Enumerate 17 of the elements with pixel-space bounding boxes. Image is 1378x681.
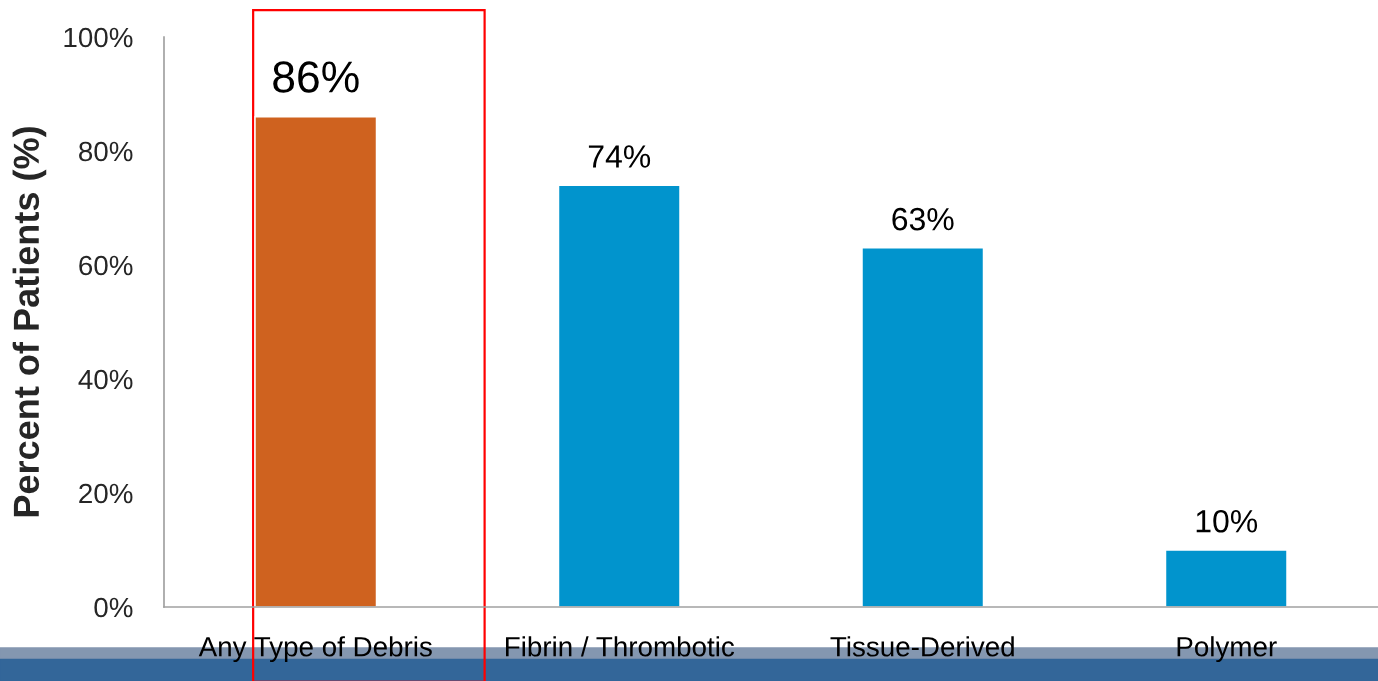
y-axis-title: Percent of Patients (%) xyxy=(12,127,47,517)
y-tick-label: 80% xyxy=(79,141,133,162)
data-label: 74% xyxy=(588,145,651,168)
data-label: 10% xyxy=(1196,509,1258,533)
bar xyxy=(1164,549,1288,607)
x-tick-label: Fibrin / Thrombotic xyxy=(506,636,735,657)
data-label: 63% xyxy=(892,207,954,231)
y-tick-label: 40% xyxy=(78,369,133,390)
y-tick-label: 20% xyxy=(79,483,133,504)
x-tick-label: Tissue-Derived xyxy=(830,636,1014,657)
y-tick-label: 60% xyxy=(79,255,133,276)
bar xyxy=(254,116,378,607)
bar xyxy=(861,247,985,607)
y-tick-label: 100% xyxy=(64,27,133,48)
bar xyxy=(557,184,681,607)
y-tick-label: 0% xyxy=(94,597,133,618)
data-label: 86% xyxy=(273,61,359,93)
